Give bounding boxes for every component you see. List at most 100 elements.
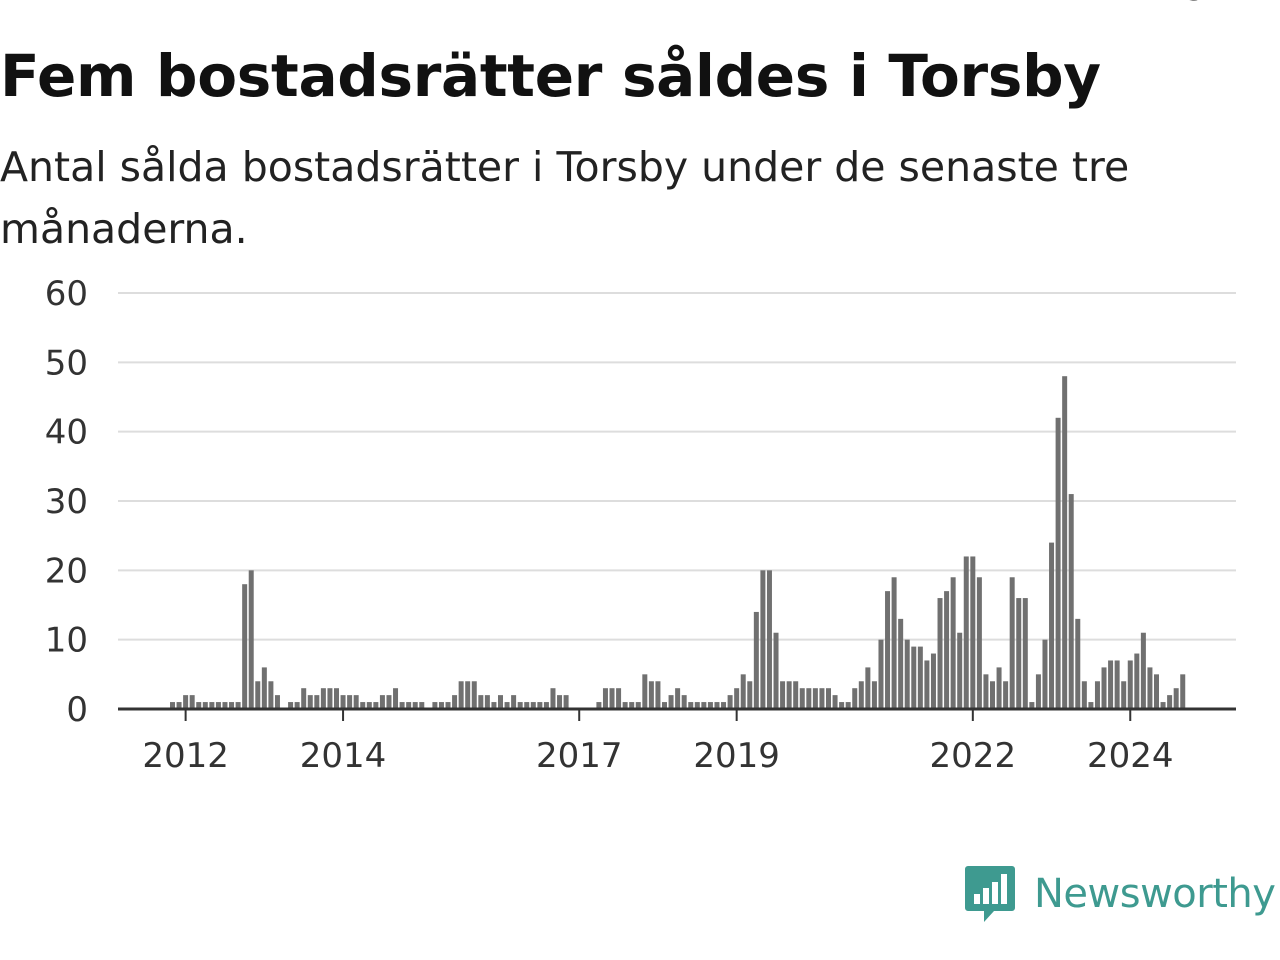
bar <box>911 646 917 709</box>
bar <box>963 556 969 709</box>
bar <box>714 702 720 709</box>
y-tick-label: 0 <box>66 690 88 730</box>
bar <box>924 660 930 709</box>
bar <box>307 695 313 709</box>
bar <box>1154 674 1159 709</box>
data-label: 5 <box>1185 0 1207 9</box>
bar <box>1055 417 1061 709</box>
bar <box>209 702 215 709</box>
bar <box>812 688 818 709</box>
bar <box>1068 494 1074 709</box>
bar <box>320 688 326 709</box>
bar <box>530 702 536 709</box>
bar <box>727 695 733 709</box>
bar <box>871 681 877 709</box>
bar <box>793 681 799 709</box>
bar <box>183 695 189 709</box>
bar <box>465 681 471 709</box>
bar <box>261 667 267 709</box>
bar <box>524 702 530 709</box>
bar <box>839 702 845 709</box>
bar <box>1009 577 1015 709</box>
bar <box>235 702 241 709</box>
bar <box>734 688 740 709</box>
bar <box>1088 702 1094 709</box>
bar <box>504 702 510 709</box>
bar <box>602 688 608 709</box>
bar <box>773 632 779 709</box>
bar <box>393 688 399 709</box>
bar <box>747 681 753 709</box>
bar <box>288 702 294 709</box>
newsworthy-logo-icon <box>965 866 1015 922</box>
bar <box>170 702 175 709</box>
bar <box>878 639 884 709</box>
bar <box>858 681 864 709</box>
bar <box>215 702 221 709</box>
bar <box>360 702 366 709</box>
bar <box>222 702 228 709</box>
bar <box>885 591 891 709</box>
bar <box>517 702 523 709</box>
bar <box>976 577 982 709</box>
bar <box>366 702 372 709</box>
bar <box>419 702 425 709</box>
bar <box>543 702 549 709</box>
x-tick-label: 2017 <box>536 736 623 776</box>
bar <box>478 695 484 709</box>
annotations: 5 <box>1185 0 1207 9</box>
bar <box>701 702 707 709</box>
bar <box>609 688 615 709</box>
bar <box>1121 681 1127 709</box>
bar <box>930 653 936 709</box>
bar <box>1081 681 1087 709</box>
bar <box>721 702 727 709</box>
bar <box>314 695 320 709</box>
y-tick-label: 10 <box>45 621 88 661</box>
bar <box>248 570 254 709</box>
bar <box>1180 674 1186 709</box>
bar <box>766 570 772 709</box>
bar <box>852 688 858 709</box>
bar <box>780 681 786 709</box>
bar <box>950 577 956 709</box>
bar <box>648 681 654 709</box>
bar <box>662 702 667 709</box>
bar <box>1173 688 1179 709</box>
bar <box>596 702 602 709</box>
bar <box>255 681 261 709</box>
bar <box>189 695 195 709</box>
bar-chart: 0 10 20 30 40 50 60 2012 2014 2017 2019 2022 2024 5 <box>45 0 1236 776</box>
bar <box>681 695 687 709</box>
bar <box>806 688 812 709</box>
y-tick-label: 60 <box>45 274 88 314</box>
bar <box>452 695 458 709</box>
bar <box>970 556 976 709</box>
bar <box>438 702 444 709</box>
bar <box>917 646 923 709</box>
x-tick-label: 2012 <box>142 736 229 776</box>
chart-title: Fem bostadsrätter såldes i Torsby <box>0 42 1101 110</box>
bar <box>707 702 713 709</box>
bar <box>1042 639 1048 709</box>
bar <box>1167 695 1173 709</box>
bars <box>170 376 1186 709</box>
bar <box>655 681 661 709</box>
bar <box>1160 702 1166 709</box>
bar <box>753 611 759 709</box>
bar <box>412 702 418 709</box>
bar <box>550 688 556 709</box>
bar <box>996 667 1002 709</box>
bar <box>898 618 904 709</box>
bar <box>983 674 989 709</box>
bar <box>229 702 235 709</box>
bar <box>327 688 333 709</box>
bar <box>629 702 635 709</box>
bar <box>1147 667 1153 709</box>
bar <box>1108 660 1114 709</box>
bar <box>1134 653 1140 709</box>
bar <box>202 702 208 709</box>
bar <box>340 695 346 709</box>
bar <box>826 688 831 709</box>
bar <box>301 688 307 709</box>
